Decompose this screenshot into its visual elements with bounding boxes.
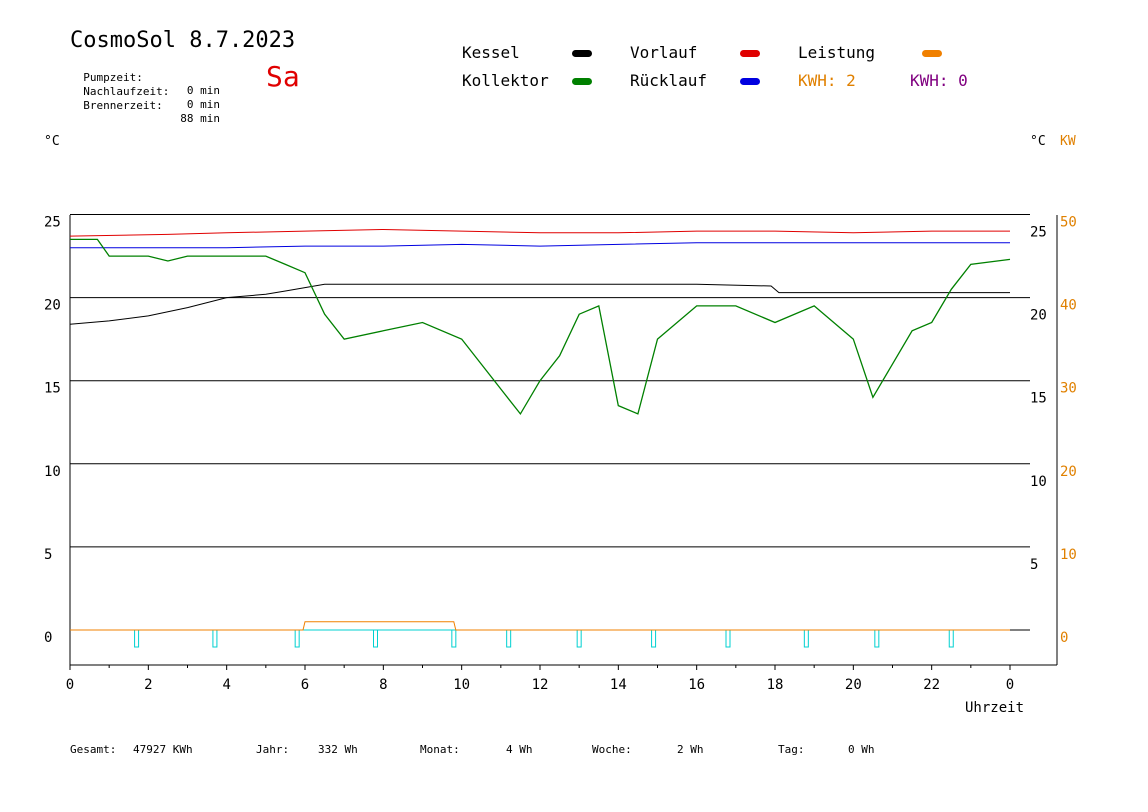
footer-gesamt-value: 47927 KWh	[133, 743, 193, 756]
stat-label: Brennerzeit:	[83, 99, 163, 112]
pump-mark	[212, 629, 218, 648]
pump-mark	[373, 629, 378, 648]
footer-woche-value: 2 Wh	[677, 743, 704, 756]
footer-jahr-value: 332 Wh	[318, 743, 358, 756]
x-tick-label: 0	[66, 677, 74, 693]
series-line-kollektor	[70, 238, 1011, 416]
kw-tick-label: 20	[1060, 464, 1077, 480]
stat-nachlaufzeit: Nachlaufzeit: 0 min	[70, 72, 220, 111]
right-tick-label: 15	[1030, 391, 1047, 407]
footer-woche-label: Woche:	[592, 743, 632, 756]
chart-series	[69, 228, 1011, 631]
stat-pumpzeit: Pumpzeit: 0 min	[70, 58, 220, 97]
left-tick-label: 5	[44, 547, 52, 563]
footer-monat-label: Monat:	[420, 743, 460, 756]
right-tick-label: 20	[1030, 308, 1047, 324]
left-tick-label: 15	[44, 381, 61, 397]
kw-tick-label: 10	[1060, 547, 1077, 563]
x-tick-label: 2	[144, 677, 152, 693]
legend-ruecklauf-swatch	[740, 78, 760, 85]
footer-jahr-label: Jahr:	[256, 743, 290, 756]
series-line-kessel	[69, 283, 1010, 325]
legend-kwh-solar: KWH: 0	[910, 71, 968, 90]
x-tick-label: 10	[453, 677, 470, 693]
series-line-leistung	[70, 621, 1010, 631]
legend-leistung-swatch	[922, 50, 942, 57]
pump-mark	[294, 629, 300, 648]
x-tick-label: 12	[532, 677, 549, 693]
legend-kollektor-swatch	[572, 78, 592, 85]
legend-kessel-swatch	[572, 50, 592, 57]
pump-mark	[134, 629, 140, 648]
pump-mark	[451, 629, 457, 648]
kw-tick-label: 50	[1060, 215, 1077, 231]
pump-mark	[506, 629, 512, 648]
pump-mark	[576, 629, 582, 648]
stat-brennerzeit: Brennerzeit: 88 min	[70, 86, 220, 125]
chart-grid	[69, 214, 1058, 666]
x-tick-label: 18	[767, 677, 784, 693]
footer-tag-value: 0 Wh	[848, 743, 875, 756]
legend-kessel-label: Kessel	[462, 43, 520, 62]
left-tick-label: 10	[44, 464, 61, 480]
right-axis-unit-kw: KW	[1060, 134, 1076, 149]
pump-mark	[948, 629, 954, 648]
pump-mark	[874, 629, 880, 648]
series-line-vorlauf	[69, 228, 1010, 237]
left-tick-label: 0	[44, 630, 52, 646]
kw-tick-label: 40	[1060, 298, 1077, 314]
legend-vorlauf-swatch	[740, 50, 760, 57]
right-tick-label: 5	[1030, 557, 1038, 573]
x-tick-label: 6	[301, 677, 309, 693]
footer-gesamt-label: Gesamt:	[70, 743, 117, 756]
x-tick-label: 16	[688, 677, 705, 693]
x-axis-label: Uhrzeit	[965, 700, 1025, 716]
x-tick-label: 14	[610, 677, 627, 693]
pump-mark	[803, 629, 809, 648]
legend-kollektor-label: Kollektor	[462, 71, 549, 90]
left-tick-label: 25	[44, 215, 61, 231]
series-line-rcklauf	[70, 242, 1010, 249]
right-axis-unit: °C	[1030, 134, 1046, 149]
right-tick-label: 25	[1030, 225, 1047, 241]
legend-leistung-label: Leistung	[798, 43, 876, 62]
pump-mark	[651, 629, 657, 648]
x-tick-label: 4	[222, 677, 230, 693]
stat-label: Pumpzeit:	[83, 71, 143, 84]
legend-kwh-heat: KWH: 2	[798, 71, 856, 90]
stat-label: Nachlaufzeit:	[83, 85, 170, 98]
stat-value: 0 min	[186, 84, 220, 97]
x-tick-label: 22	[923, 677, 940, 693]
legend-vorlauf-label: Vorlauf	[630, 43, 698, 62]
pump-mark	[725, 629, 731, 648]
footer-tag-label: Tag:	[778, 743, 805, 756]
x-tick-label: 8	[379, 677, 387, 693]
kw-tick-label: 30	[1060, 381, 1077, 397]
page-title: CosmoSol 8.7.2023	[70, 28, 296, 53]
footer-monat-value: 4 Wh	[506, 743, 533, 756]
right-tick-label: 10	[1030, 474, 1047, 490]
pump-marks	[70, 629, 1010, 648]
x-tick-label: 0	[1006, 677, 1014, 693]
left-axis-unit: °C	[44, 134, 60, 149]
legend-ruecklauf-label: Rücklauf	[630, 71, 708, 90]
left-tick-label: 20	[44, 298, 61, 314]
stat-value: 0 min	[186, 98, 220, 111]
stat-value: 88 min	[180, 112, 220, 125]
kw-tick-label: 0	[1060, 630, 1068, 646]
x-tick-label: 20	[845, 677, 862, 693]
weekday-label: Sa	[266, 60, 300, 93]
